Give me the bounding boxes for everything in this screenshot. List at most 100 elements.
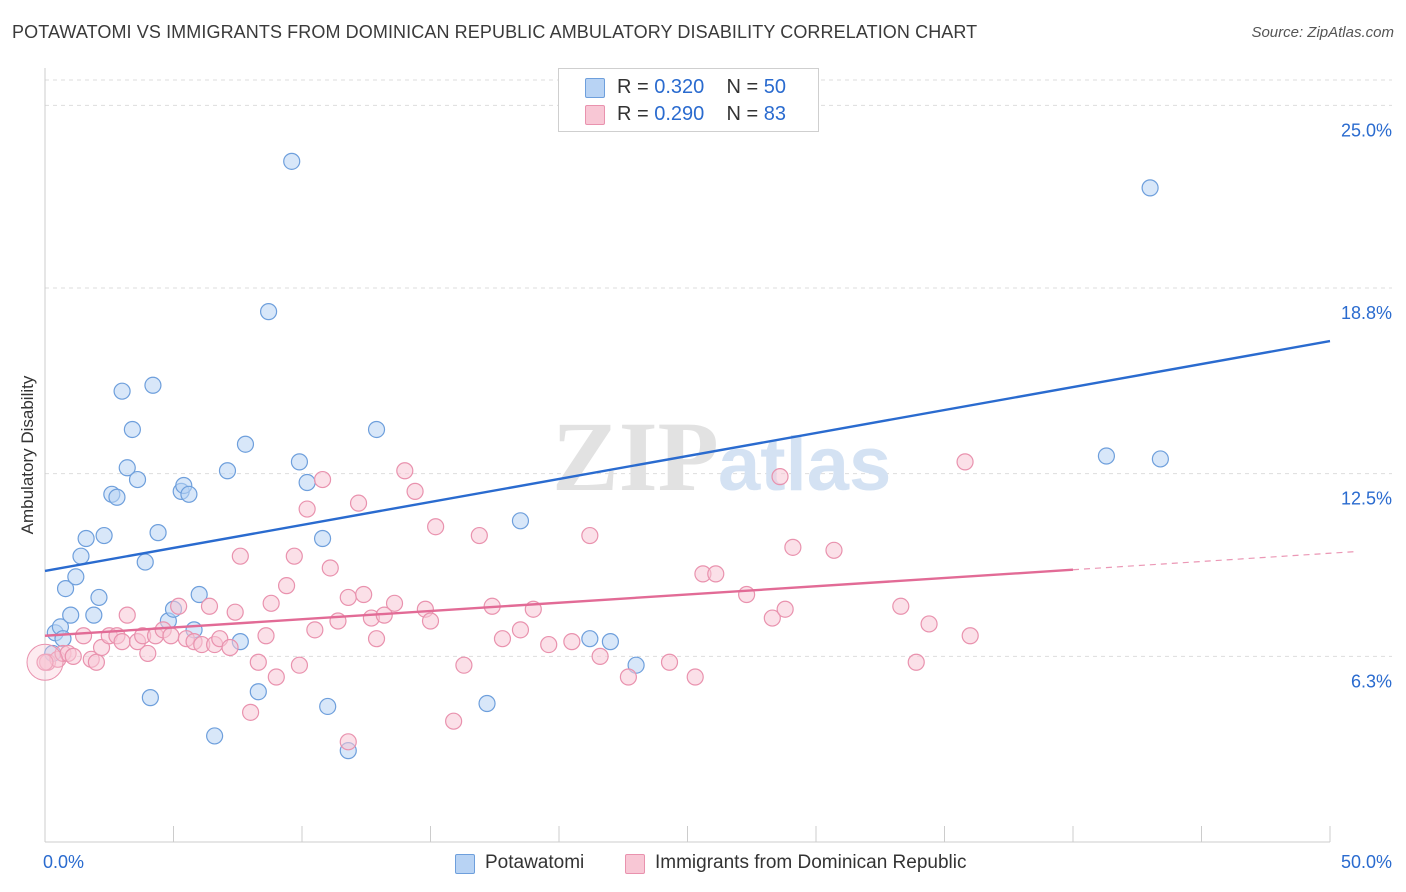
potawatomi-point	[236, 435, 255, 453]
potawatomi-point	[118, 459, 136, 477]
legend-swatch-pink	[625, 854, 645, 874]
n-label: N =	[726, 76, 764, 98]
dominican-point	[74, 627, 93, 645]
dominican-point	[231, 547, 249, 565]
dominican-point	[540, 635, 558, 654]
r-label: R =	[617, 76, 655, 98]
chart-title: POTAWATOMI VS IMMIGRANTS FROM DOMINICAN …	[12, 22, 978, 42]
ytick-layer: 6.3% 12.5% 18.8% 25.0%	[1341, 120, 1392, 691]
n-value: 50	[763, 76, 787, 98]
potawatomi-point	[56, 579, 75, 598]
x-tick-max: 50.0%	[1340, 852, 1392, 872]
potawatomi-point	[128, 470, 147, 489]
potawatomi-point	[190, 585, 208, 604]
potawatomi-point	[180, 485, 198, 503]
dominican-point	[396, 462, 414, 480]
dominican-point	[784, 538, 802, 556]
dominican-point	[771, 468, 789, 486]
y-tick-label: 12.5%	[1341, 489, 1392, 509]
dominican-point	[738, 585, 756, 604]
potawatomi-point	[581, 630, 599, 648]
dominican-point	[956, 453, 974, 471]
dominican-point	[385, 594, 404, 612]
dominican-point	[355, 585, 373, 604]
dominican-point	[87, 653, 106, 671]
dominican-point	[581, 526, 599, 545]
legend-swatch-pink	[585, 105, 605, 125]
dominican-point	[226, 603, 244, 621]
dominican-point	[825, 541, 843, 559]
dominican-point	[421, 612, 440, 630]
dominican-point	[660, 653, 679, 671]
potawatomi-point	[298, 473, 316, 492]
dominican-point	[961, 627, 979, 645]
dominican-point	[139, 644, 157, 663]
watermark-zip: ZIP	[552, 401, 719, 512]
dominican-point	[591, 647, 609, 665]
dominican-point	[249, 653, 267, 671]
dominican-point	[619, 668, 637, 686]
r-value: 0.320	[654, 76, 705, 98]
dominican-point	[686, 668, 704, 686]
dominican-point	[892, 597, 910, 615]
points-layer	[26, 152, 1169, 760]
potawatomi-trend-line	[44, 339, 1331, 573]
dominican-point	[257, 627, 275, 645]
potawatomi-point	[367, 420, 386, 439]
dominican-point	[221, 638, 239, 657]
potawatomi-point	[72, 547, 90, 565]
potawatomi-point	[601, 633, 620, 651]
legend-swatch-blue	[585, 78, 605, 98]
potawatomi-point	[113, 382, 131, 400]
dominican-point	[36, 653, 54, 671]
dominican-point	[563, 633, 581, 651]
potawatomi-point	[90, 588, 108, 607]
dominican-point	[920, 615, 938, 633]
source-label: Source: ZipAtlas.com	[1251, 24, 1394, 41]
potawatomi-point	[62, 606, 80, 624]
y-tick-label: 6.3%	[1351, 671, 1392, 691]
dominican-point	[707, 565, 725, 583]
potawatomi-point	[313, 529, 332, 548]
potawatomi-point	[77, 529, 95, 548]
dominican-point	[162, 627, 180, 645]
potawatomi-point	[1097, 447, 1116, 465]
dominican-point	[907, 653, 925, 671]
potawatomi-point	[319, 697, 337, 716]
legend-label-dominican: Immigrants from Dominican Republic	[655, 852, 967, 873]
y-tick-label: 25.0%	[1341, 120, 1392, 140]
dominican-point	[493, 630, 512, 648]
dominican-point	[113, 633, 131, 651]
potawatomi-point	[283, 152, 301, 170]
dominican-point	[455, 656, 473, 674]
potawatomi-point	[290, 453, 309, 471]
potawatomi-point	[511, 512, 530, 530]
dominican-point	[763, 609, 781, 627]
dominican-point	[200, 597, 219, 615]
dominican-point	[339, 733, 357, 751]
dominican-point	[511, 621, 530, 639]
potawatomi-point	[206, 727, 224, 745]
dominican-point	[406, 482, 424, 500]
dominican-point	[349, 494, 368, 512]
n-label: N =	[726, 103, 764, 125]
potawatomi-point	[259, 303, 278, 321]
potawatomi-point	[478, 694, 496, 713]
dominican-point	[262, 594, 280, 612]
dominican-point-large	[26, 643, 64, 681]
y-tick-label: 18.8%	[1341, 303, 1392, 323]
dominican-point	[64, 647, 82, 665]
dominican-point	[470, 526, 488, 545]
n-value: 83	[763, 103, 787, 125]
potawatomi-point	[149, 524, 167, 542]
y-axis-label: Ambulatory Disability	[18, 375, 37, 535]
dominican-point	[285, 547, 303, 565]
dominican-point	[776, 600, 794, 618]
dominican-trend-extension	[1072, 550, 1359, 571]
potawatomi-point	[218, 462, 237, 480]
correlation-legend: R = 0.320 N = 50 R = 0.290 N = 83	[558, 68, 819, 132]
dominican-point	[118, 606, 136, 624]
trend-layer	[44, 339, 1359, 637]
potawatomi-point	[136, 553, 154, 571]
potawatomi-point	[144, 376, 162, 394]
